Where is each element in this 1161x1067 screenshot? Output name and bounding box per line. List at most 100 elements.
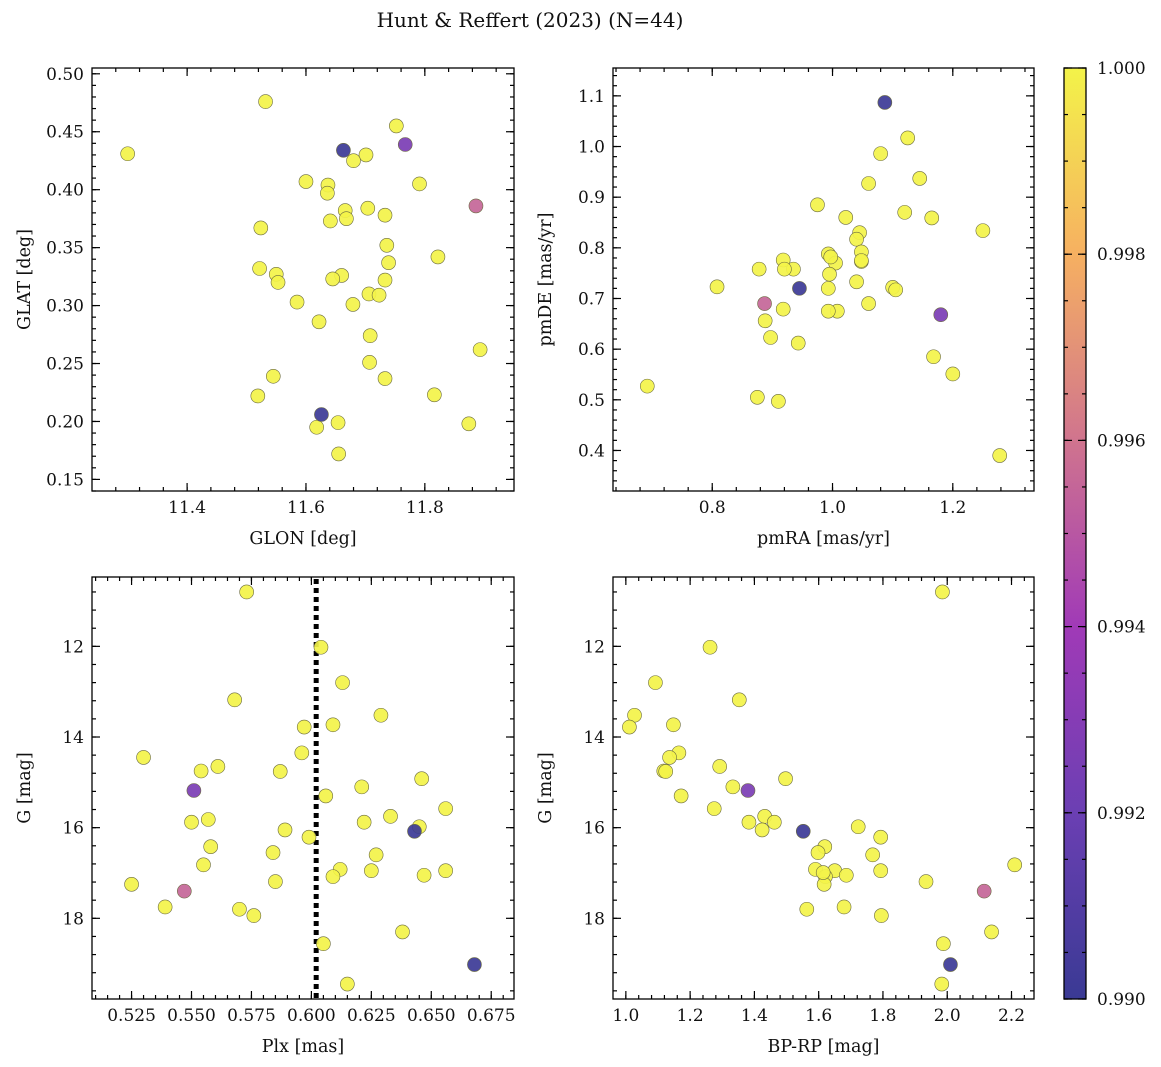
data-point [702, 639, 718, 655]
x-tick-label: 11.6 [287, 498, 325, 518]
data-point [933, 307, 949, 323]
data-point [799, 901, 815, 917]
data-point [416, 867, 432, 883]
data-point [757, 296, 772, 311]
colorbar-tick-label: 1.000 [1097, 59, 1146, 79]
data-point [379, 238, 395, 253]
y-tick-label: 0.15 [46, 470, 84, 490]
data-point [373, 707, 389, 723]
data-point [250, 388, 266, 404]
scatter-panel-1: 11.4 11.6 11.8 0.15 0.20 0.25 0.30 0.35 0.40 0.45… [15, 65, 515, 549]
data-point [750, 389, 765, 405]
data-point [849, 274, 864, 290]
data-point [124, 877, 139, 892]
data-point [438, 801, 453, 816]
data-point [792, 281, 807, 296]
y-tick-label: 16 [583, 819, 605, 839]
data-point [325, 271, 341, 287]
data-point [325, 869, 341, 884]
data-point [320, 185, 335, 201]
data-point [777, 261, 792, 277]
data-point [658, 764, 674, 779]
data-point [877, 95, 893, 110]
data-point [468, 198, 484, 214]
data-point [861, 176, 876, 191]
data-point [368, 847, 384, 863]
x-tick-label: 1.2 [939, 498, 966, 518]
data-point [395, 924, 410, 940]
data-point [414, 771, 429, 787]
x-axis-label: BP-RP [mag] [768, 1037, 880, 1057]
data-point [897, 205, 912, 220]
colorbar: 0.990 0.992 0.994 0.996 0.998 1.000 [1063, 59, 1146, 1010]
data-point [771, 394, 786, 409]
colorbar-tick-label: 0.996 [1097, 431, 1146, 451]
data-point [900, 130, 916, 146]
data-point [309, 419, 324, 435]
y-tick-label: 0.45 [46, 123, 84, 143]
data-point [873, 863, 889, 879]
data-point [186, 783, 202, 798]
data-point [918, 874, 934, 889]
data-point [850, 819, 866, 835]
data-point [358, 147, 374, 163]
data-point [335, 675, 350, 690]
colorbar-gradient [1064, 68, 1086, 999]
data-point [839, 867, 854, 883]
data-point [136, 750, 151, 765]
x-axis-label: GLON [deg] [249, 529, 356, 549]
x-tick-label: 11.4 [168, 498, 206, 518]
axes-frame [91, 67, 515, 492]
x-axis-label: Plx [mas] [262, 1037, 344, 1057]
data-point [731, 692, 747, 708]
data-point [311, 314, 327, 330]
data-point [346, 153, 361, 169]
data-point [314, 407, 329, 422]
data-point [323, 213, 338, 229]
data-point [854, 253, 869, 268]
scatter-panel-3: 0.525 0.550 0.575 0.600 0.625 0.650 0.675 12 14 1… [15, 576, 516, 1057]
data-point [795, 823, 811, 839]
data-point [741, 814, 757, 830]
data-point [810, 845, 826, 860]
y-tick-label: 0.35 [46, 239, 84, 259]
x-tick-label: 0.650 [407, 1006, 456, 1026]
data-point [984, 924, 999, 940]
data-point [821, 281, 836, 296]
axes-frame [91, 576, 515, 1000]
data-point [232, 901, 247, 917]
y-tick-label: 0.9 [578, 188, 605, 208]
data-point [362, 328, 378, 344]
data-point [397, 137, 413, 152]
y-axis-label: GLAT [deg] [15, 229, 35, 330]
x-tick-label: 0.575 [227, 1006, 276, 1026]
data-point [935, 584, 950, 600]
x-tick-label: 1.2 [677, 1006, 704, 1026]
y-tick-label: 16 [62, 819, 84, 839]
y-tick-label: 0.8 [578, 239, 605, 259]
data-point [389, 118, 404, 134]
figure-title: Hunt & Reffert (2023) (N=44) [377, 8, 684, 32]
data-point [301, 829, 317, 845]
data-point [200, 812, 216, 827]
data-point [709, 279, 725, 295]
x-tick-label: 1.6 [805, 1006, 832, 1026]
y-tick-label: 0.6 [578, 340, 605, 360]
x-tick-label: 1.4 [741, 1006, 768, 1026]
data-point [277, 822, 293, 838]
data-point [836, 899, 852, 915]
data-point [157, 899, 173, 915]
colorbar-tick-label: 0.992 [1097, 804, 1146, 824]
data-point [360, 200, 376, 216]
data-point [253, 220, 269, 236]
data-point [849, 231, 864, 247]
data-point [775, 301, 791, 317]
data-point [976, 883, 992, 899]
data-point [313, 639, 329, 655]
x-tick-label: 0.675 [467, 1006, 516, 1026]
data-point [873, 146, 888, 161]
data-point [992, 448, 1008, 463]
colorbar-tick-label: 0.998 [1097, 245, 1146, 265]
data-point [706, 801, 722, 816]
data-point [865, 847, 880, 863]
